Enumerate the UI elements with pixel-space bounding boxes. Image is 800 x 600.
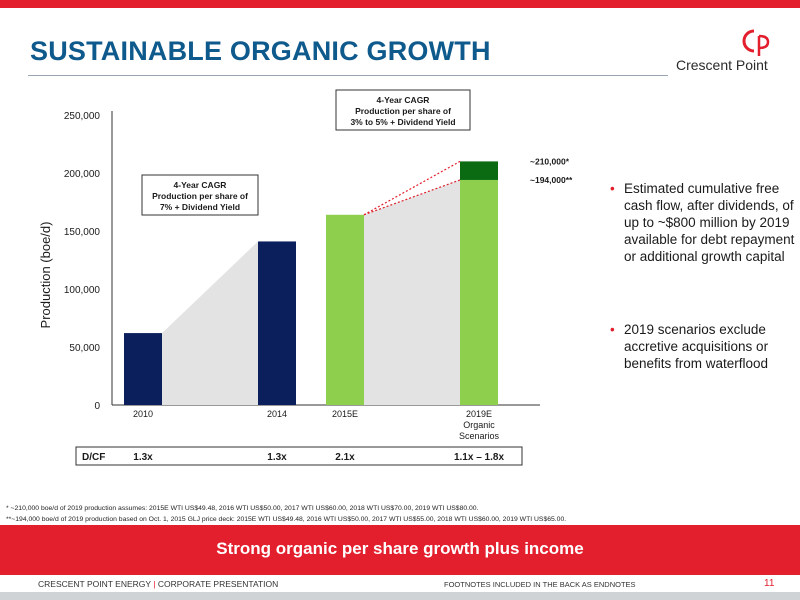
x-tick-label: 2015E xyxy=(332,409,358,419)
y-tick-label: 150,000 xyxy=(64,227,101,238)
footer-endnotes: FOOTNOTES INCLUDED IN THE BACK AS ENDNOT… xyxy=(444,580,636,589)
cagr-right-box xyxy=(335,89,471,131)
bar-upper-scenario xyxy=(460,161,498,180)
cagr-right-text: Production per share of xyxy=(355,106,451,116)
cagr-left-box xyxy=(141,174,259,216)
cagr-left-text: Production per share of xyxy=(152,191,248,201)
x-tick-label: 2010 xyxy=(133,409,153,419)
page-title: SUSTAINABLE ORGANIC GROWTH xyxy=(30,36,491,66)
cagr-right-text: 4-Year CAGR xyxy=(377,95,430,105)
bar xyxy=(460,179,498,405)
footnotes: * ~210,000 boe/d of 2019 production assu… xyxy=(6,503,566,525)
bullet-list: Estimated cumulative free cash flow, aft… xyxy=(568,180,800,372)
x-tick-label: Scenarios xyxy=(459,431,500,441)
x-tick-label: 2014 xyxy=(267,409,287,419)
banner xyxy=(0,525,800,575)
footer-separator: | xyxy=(153,579,156,589)
y-tick-label: 200,000 xyxy=(64,169,101,180)
top-accent-bar xyxy=(0,0,800,8)
growth-area xyxy=(162,241,258,405)
cagr-left-text: 4-Year CAGR xyxy=(174,180,227,190)
growth-area xyxy=(364,179,460,405)
footer-company: CRESCENT POINT ENERGY xyxy=(38,579,151,589)
cagr-left-text: 7% + Dividend Yield xyxy=(160,202,240,212)
y-tick-label: 0 xyxy=(94,401,100,412)
y-tick-label: 100,000 xyxy=(64,285,101,296)
lower-value-label: ~194,000** xyxy=(530,175,573,185)
banner-text: Strong organic per share growth plus inc… xyxy=(216,539,584,558)
bar xyxy=(326,214,364,405)
scenario-line xyxy=(363,179,461,216)
logo-text: Crescent Point xyxy=(676,57,768,73)
x-tick-label: 2019E xyxy=(466,409,492,419)
dcf-label: D/CF xyxy=(82,452,105,463)
dcf-value: 1.3x xyxy=(267,452,287,463)
page-number: 11 xyxy=(764,578,775,589)
y-axis-label: Production (boe/d) xyxy=(38,222,53,329)
dcf-row-box xyxy=(75,446,523,466)
footer-left: CRESCENT POINT ENERGY | CORPORATE PRESEN… xyxy=(38,579,278,589)
production-chart: Production (boe/d) 0 50,000 100,000 150,000… xyxy=(38,89,573,466)
upper-value-label: ~210,000* xyxy=(530,156,570,166)
y-tick-label: 250,000 xyxy=(64,111,101,122)
bullet-item: Estimated cumulative free cash flow, aft… xyxy=(608,180,800,265)
bar xyxy=(258,241,296,405)
bullet-item: 2019 scenarios exclude accretive acquisi… xyxy=(608,321,800,372)
x-tick-label: Organic xyxy=(463,420,495,430)
crescent-point-logo-icon xyxy=(742,29,770,56)
y-tick-label: 50,000 xyxy=(69,343,100,354)
dcf-value: 1.1x – 1.8x xyxy=(454,452,504,463)
dcf-value: 2.1x xyxy=(335,452,355,463)
dcf-value: 1.3x xyxy=(133,452,153,463)
footer-presentation: CORPORATE PRESENTATION xyxy=(157,579,279,589)
footer-bar xyxy=(0,592,800,600)
title-divider xyxy=(28,75,668,76)
cagr-right-text: 3% to 5% + Dividend Yield xyxy=(350,117,455,127)
footnote: * ~210,000 boe/d of 2019 production assu… xyxy=(6,505,479,512)
footnote: **~194,000 boe/d of 2019 production base… xyxy=(6,516,567,523)
bar xyxy=(124,333,162,405)
